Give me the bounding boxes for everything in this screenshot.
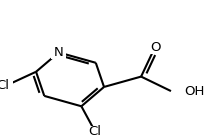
Bar: [176, 86, 201, 98]
Bar: [148, 41, 163, 54]
Text: N: N: [54, 46, 64, 59]
Bar: [52, 46, 66, 59]
Text: Cl: Cl: [88, 125, 101, 138]
Bar: [0, 79, 13, 92]
Text: O: O: [150, 41, 161, 54]
Text: Cl: Cl: [0, 79, 10, 92]
Text: OH: OH: [184, 85, 205, 98]
Bar: [84, 126, 105, 138]
